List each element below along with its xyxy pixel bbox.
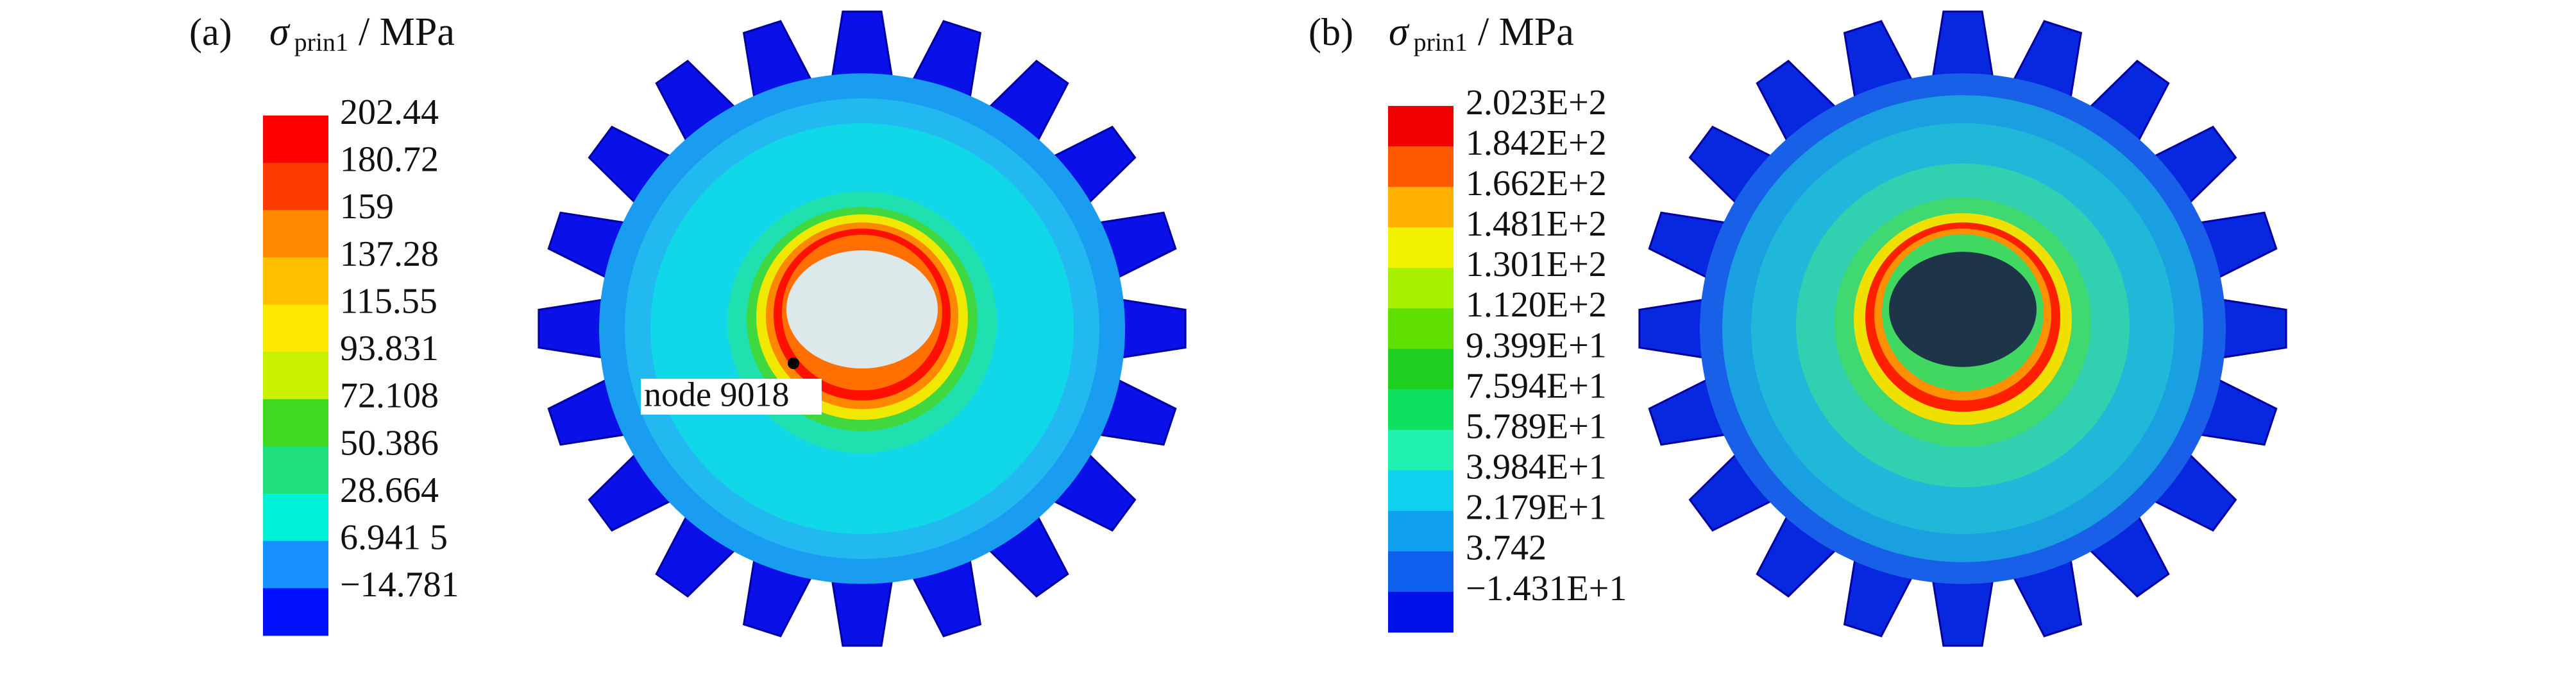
bore [1889,252,2037,367]
legend-swatch [1388,349,1453,390]
legend-label: 3.742 [1466,528,1546,568]
legend-label: 1.662E+2 [1466,164,1607,203]
legend-swatch [263,304,328,352]
legend-label: 9.399E+1 [1466,325,1607,365]
legend-title: σ prin1/ MPa [269,10,455,56]
annotation-box [641,379,822,415]
legend-label: 7.594E+1 [1466,366,1607,406]
legend-label: 1.120E+2 [1466,285,1607,325]
legend-swatch [263,352,328,400]
legend-label: 3.984E+1 [1466,447,1607,487]
legend-swatch [1388,510,1453,552]
legend-label: 6.941 5 [340,518,448,558]
legend-swatch [263,116,328,164]
legend-swatch [263,162,328,211]
legend-label: 72.108 [340,376,439,416]
legend-label: 137.28 [340,234,439,274]
legend-swatch [263,494,328,542]
bore [786,250,938,369]
legend-label: 2.179E+1 [1466,488,1607,528]
legend-label: 1.842E+2 [1466,123,1607,163]
legend-swatch [1388,227,1453,268]
legend-swatch [263,446,328,494]
legend-label: 202.44 [340,92,439,132]
node-marker [788,358,799,369]
annotation: node 9018 [644,375,789,413]
legend-swatch [1388,187,1453,228]
legend-label: 1.481E+2 [1466,204,1607,244]
legend-label: 1.301E+2 [1466,245,1607,284]
legend-label: 115.55 [340,281,437,321]
legend-label: 180.72 [340,139,439,179]
legend-swatch [1388,429,1453,471]
legend-swatch [1388,591,1453,633]
legend-swatch [263,588,328,636]
legend-swatch [263,540,328,589]
legend-label: 159 [340,187,394,227]
gear [538,10,1187,647]
legend-label: 50.386 [340,423,439,463]
panel-label: (a) [189,11,232,53]
gear [1638,10,2287,647]
panel-label: (b) [1309,11,1353,53]
legend-swatch [1388,308,1453,349]
legend-swatch [1388,106,1453,147]
legend-label: 93.831 [340,329,439,368]
legend-swatch [1388,146,1453,187]
legend-swatch [1388,389,1453,431]
legend-swatch [1388,551,1453,592]
legend-label: 2.023E+2 [1466,83,1607,123]
legend-label: −1.431E+1 [1466,569,1627,609]
legend-swatch [263,257,328,306]
legend-title: σ prin1/ MPa [1389,10,1574,56]
legend-swatch [263,210,328,258]
legend-swatch [263,399,328,447]
legend-swatch [1388,470,1453,512]
legend-label: 5.789E+1 [1466,406,1607,446]
legend-swatch [1388,268,1453,309]
legend-label: 28.664 [340,471,439,510]
legend-label: −14.781 [340,565,459,605]
